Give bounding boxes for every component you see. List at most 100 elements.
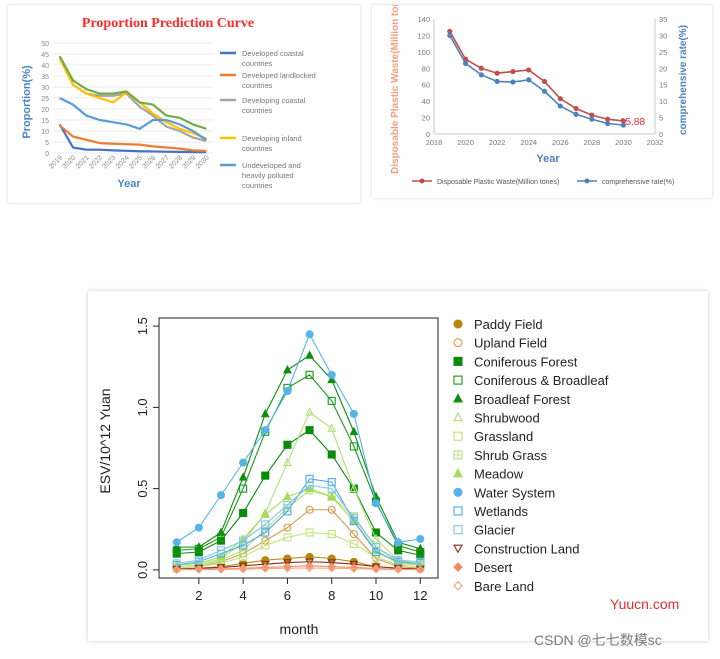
- y2-tick-label: 0: [659, 130, 663, 139]
- x-axis-label: Year: [117, 178, 141, 190]
- x-tick-label: 2023: [101, 154, 117, 170]
- y-axis-label: ESV/10^12 Yuan: [97, 388, 113, 493]
- series-line-developed-landlocked-countries: [58, 124, 207, 152]
- data-point: [349, 563, 359, 572]
- data-point: [394, 556, 403, 565]
- legend-item-paddy-field: Paddy Field: [453, 317, 543, 332]
- data-point: [371, 533, 381, 543]
- y-tick-label: 120: [417, 31, 430, 40]
- data-point: [327, 484, 336, 493]
- data-point-disposable-plastic-waste-million-tones: [447, 28, 453, 34]
- y-tick-label: 60: [422, 81, 430, 90]
- x-tick-label: 10: [369, 588, 383, 603]
- x-tick-label: 2030: [615, 138, 632, 147]
- data-point-disposable-plastic-waste-million-tones: [573, 105, 579, 112]
- data-point-comprehensive-rate: [447, 32, 453, 39]
- legend-item-glacier: Glacier: [453, 523, 516, 538]
- data-point: [194, 556, 203, 565]
- x-tick-label: 2029: [181, 154, 197, 170]
- y-tick-label: 0: [426, 130, 430, 139]
- data-point: [393, 565, 403, 574]
- data-point: [305, 370, 314, 379]
- data-point: [416, 534, 425, 544]
- data-point: [349, 564, 359, 573]
- legend-label: Coniferous & Broadleaf: [474, 373, 609, 388]
- data-point: [283, 563, 292, 573]
- data-point: [453, 562, 463, 572]
- data-point: [371, 564, 381, 574]
- esv-chart: ESV/10^12 Yuan month 0.0 0.5 1.0 1.5 2 4 6 8 10 1…: [97, 317, 609, 637]
- data-point-disposable-plastic-waste-million-tones: [620, 118, 627, 124]
- y-tick-label: 140: [417, 15, 430, 24]
- data-point: [327, 563, 336, 573]
- y2-tick-label: 15: [659, 81, 667, 90]
- y-tick-label: 45: [41, 52, 49, 59]
- series-line: [176, 411, 421, 568]
- data-point: [283, 457, 292, 466]
- legend-label: countries: [242, 181, 273, 190]
- data-point-disposable-plastic-waste-million-tones: [478, 65, 484, 71]
- x-tick-label: 2026: [141, 154, 157, 170]
- data-point: [349, 426, 359, 436]
- data-point: [261, 520, 270, 529]
- x-tick-label: 2030: [195, 154, 211, 170]
- data-point: [283, 440, 292, 449]
- y-tick-label: 25: [41, 96, 49, 103]
- data-point: [282, 559, 292, 568]
- x-tick-label: 2028: [584, 138, 601, 147]
- data-point: [453, 375, 463, 385]
- y-tick-label: 35: [41, 74, 49, 81]
- data-point: [305, 481, 314, 490]
- series-line-series: [58, 55, 207, 130]
- data-point: [453, 506, 463, 516]
- data-point: [349, 442, 358, 451]
- legend-item-water-system: Water System: [453, 485, 555, 500]
- series-bare-land: [172, 563, 425, 574]
- data-point: [261, 528, 270, 537]
- legend-label: Grassland: [474, 429, 533, 444]
- legend-label: Coniferous Forest: [474, 354, 578, 369]
- x-tick-label: 2024: [520, 138, 537, 147]
- y-tick-label: 50: [41, 41, 49, 48]
- series-grassland: [172, 528, 425, 573]
- data-point: [261, 541, 270, 550]
- plot-box: [158, 317, 439, 579]
- legend-label: Developed coastal: [242, 49, 304, 58]
- series-line-disposable-plastic-waste-million-tones: [449, 30, 624, 122]
- legend-item-wetlands: Wetlands: [453, 504, 528, 519]
- data-point: [327, 423, 337, 432]
- data-point: [305, 505, 314, 514]
- legend-label: Undeveloped and: [242, 161, 301, 170]
- y-tick-label: 15: [41, 118, 49, 125]
- x-tick-label: 2020: [61, 154, 77, 170]
- y2-tick-label: 35: [659, 15, 667, 24]
- x-axis-label: month: [280, 621, 319, 637]
- y2-tick-label: 20: [659, 64, 667, 73]
- legend-label: Water System: [474, 485, 555, 500]
- data-point: [371, 499, 381, 508]
- esv-chart-panel: ESV/10^12 Yuan month 0.0 0.5 1.0 1.5 2 4 6 8 10 1…: [88, 291, 708, 641]
- data-point: [327, 370, 336, 379]
- y-tick-label: 1.0: [135, 398, 150, 416]
- data-point-comprehensive-rate: [510, 79, 516, 85]
- data-point: [305, 528, 314, 537]
- data-point: [327, 396, 336, 405]
- series-coniferous-broadleaf: [172, 370, 425, 557]
- data-point: [453, 431, 463, 441]
- data-point: [239, 484, 248, 493]
- data-point: [349, 409, 358, 418]
- data-point: [305, 407, 314, 416]
- data-point: [194, 523, 203, 532]
- data-point: [327, 505, 336, 514]
- data-point: [261, 426, 270, 435]
- legend-label: Desert: [474, 560, 513, 575]
- legend-marker: [584, 178, 590, 184]
- data-point: [238, 472, 248, 481]
- y-axis-label-left: Disposable Plastic Waste(Million tones): [390, 5, 401, 174]
- legend-label: Glacier: [474, 523, 516, 538]
- data-point: [172, 542, 182, 551]
- data-point: [216, 565, 226, 574]
- data-point: [239, 536, 248, 545]
- data-point-comprehensive-rate: [478, 72, 484, 78]
- data-point: [260, 408, 270, 418]
